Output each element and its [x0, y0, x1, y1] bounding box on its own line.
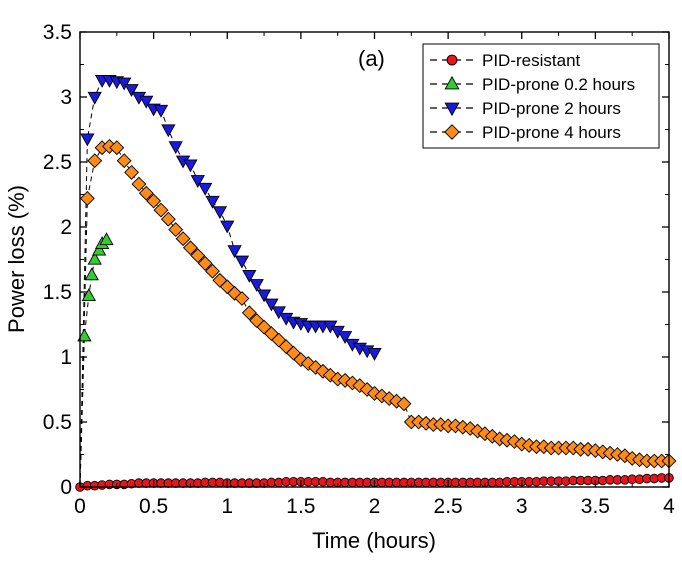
- x-axis-label: Time (hours): [312, 528, 436, 553]
- x-tick-label: 2: [369, 495, 381, 518]
- y-tick-label: 2: [60, 216, 72, 239]
- data-point: [79, 190, 95, 206]
- data-point: [337, 331, 353, 344]
- data-point: [87, 251, 102, 265]
- y-tick-label: 0.5: [43, 411, 72, 434]
- data-point: [168, 222, 184, 238]
- legend-label: PID-prone 0.2 hours: [482, 75, 635, 94]
- data-point: [352, 378, 368, 394]
- data-point: [462, 421, 478, 436]
- data-point: [77, 328, 92, 342]
- data-point: [205, 195, 220, 209]
- data-point: [396, 396, 412, 412]
- axis-ticks: 0 0.5 1 1.5 2 2.5 3 3.5 4 0 0.5 1 1.5 2 2.5 3 3.5: [43, 21, 675, 518]
- data-point: [80, 133, 95, 147]
- x-tick-label: 1.5: [286, 495, 315, 518]
- data-point: [197, 255, 213, 271]
- y-axis-label: Power loss (%): [4, 185, 29, 333]
- data-point: [190, 175, 205, 188]
- legend-label: PID-prone 2 hours: [482, 99, 621, 118]
- data-point: [160, 211, 176, 227]
- data-point: [227, 245, 242, 259]
- data-point: [190, 248, 206, 264]
- x-tick-label: 1: [221, 495, 233, 518]
- data-point: [81, 288, 96, 302]
- data-point: [131, 176, 147, 192]
- data-point: [484, 428, 500, 444]
- data-point: [234, 291, 250, 306]
- data-point: [183, 240, 198, 256]
- data-point: [300, 356, 316, 371]
- data-point: [374, 388, 390, 404]
- data-point: [278, 339, 294, 355]
- data-point: [241, 305, 257, 321]
- data-point: [389, 393, 405, 409]
- legend-marker: [444, 102, 460, 117]
- data-point: [109, 140, 125, 156]
- y-tick-label: 2.5: [43, 151, 72, 174]
- legend-marker: [446, 54, 458, 66]
- data-point: [153, 104, 169, 118]
- data-point: [116, 153, 132, 169]
- x-tick-label: 3: [516, 495, 528, 518]
- x-tick-label: 2.5: [434, 495, 463, 518]
- data-point: [242, 269, 257, 283]
- x-tick-label: 4: [663, 495, 675, 518]
- data-markers: [75, 74, 677, 492]
- data-point: [271, 306, 286, 320]
- data-point: [256, 289, 272, 303]
- data-point: [99, 232, 114, 246]
- x-tick-label: 0: [74, 495, 86, 518]
- legend-marker: [444, 75, 460, 90]
- y-tick-label: 0: [60, 476, 72, 499]
- data-point: [87, 153, 103, 169]
- y-tick-label: 1: [60, 346, 72, 369]
- data-point: [168, 141, 183, 155]
- data-point: [146, 193, 162, 209]
- data-point: [198, 182, 213, 196]
- data-point: [87, 91, 102, 105]
- data-point: [337, 372, 353, 388]
- series-dashed-line: [79, 145, 669, 488]
- data-point: [138, 185, 154, 201]
- data-point: [308, 359, 324, 375]
- data-point: [183, 159, 198, 173]
- x-tick-label: 0.5: [139, 495, 168, 518]
- y-tick-label: 3.5: [43, 21, 72, 44]
- data-point: [264, 298, 279, 312]
- data-point: [175, 231, 191, 247]
- legend-label: PID-prone 4 hours: [482, 123, 621, 142]
- data-point: [212, 272, 228, 288]
- data-point: [219, 279, 235, 295]
- data-point: [124, 84, 139, 97]
- legend-box: [422, 43, 660, 149]
- data-point: [367, 347, 382, 361]
- data-point: [234, 255, 250, 269]
- data-point: [153, 202, 169, 218]
- data-point: [139, 95, 154, 109]
- data-point: [315, 363, 331, 379]
- y-tick-label: 3: [60, 86, 72, 109]
- data-point: [220, 220, 235, 234]
- data-point: [205, 263, 220, 279]
- y-tick-label: 1.5: [43, 281, 72, 304]
- x-tick-label: 3.5: [581, 495, 610, 518]
- data-point: [84, 267, 99, 281]
- data-point: [263, 326, 279, 342]
- data-point: [249, 279, 264, 292]
- data-point: [124, 164, 139, 180]
- panel-label: (a): [358, 46, 385, 71]
- data-point: [212, 206, 228, 220]
- data-point: [161, 124, 176, 138]
- data-point: [117, 77, 132, 91]
- legend: PID-resistant PID-prone 0.2 hours PID-pron…: [422, 43, 660, 149]
- legend-label: PID-resistant: [482, 51, 581, 70]
- data-point: [92, 242, 107, 256]
- data-point: [227, 285, 243, 301]
- legend-marker: [444, 124, 460, 140]
- data-point: [367, 385, 382, 401]
